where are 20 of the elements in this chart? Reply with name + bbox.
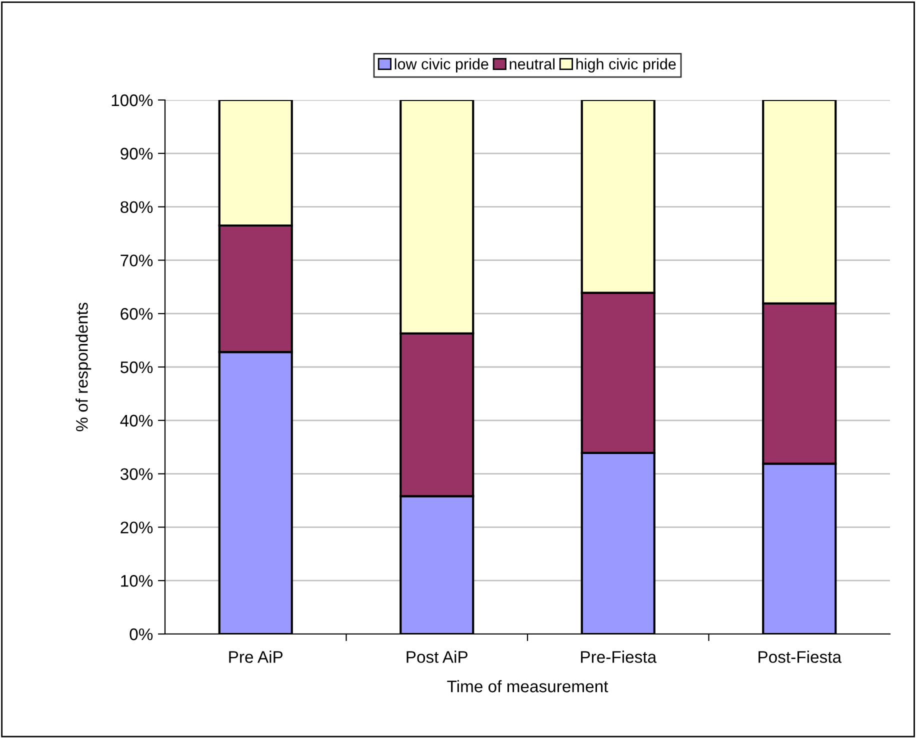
legend-label: low civic pride xyxy=(394,58,488,72)
x-tick-label: Pre AiP xyxy=(229,650,283,663)
x-tick-label: Post AiP xyxy=(406,650,468,663)
y-tick-label: 30% xyxy=(120,468,153,480)
y-tick-label: 80% xyxy=(120,201,153,214)
y-tick-label: 50% xyxy=(120,361,153,374)
legend-label: high civic pride xyxy=(576,58,676,72)
x-tick-label: Pre-Fiesta xyxy=(581,650,657,663)
x-tick-label: Post-Fiesta xyxy=(758,650,842,663)
y-tick-label: 0% xyxy=(130,628,153,640)
y-axis-title: % of respondents xyxy=(76,302,92,432)
x-axis-title: Time of measurement xyxy=(447,680,608,692)
y-tick-label: 40% xyxy=(120,414,153,427)
legend-label: neutral xyxy=(510,58,554,70)
y-tick-label: 100% xyxy=(112,94,153,106)
y-tick-label: 60% xyxy=(120,308,153,320)
y-tick-label: 90% xyxy=(120,148,153,160)
y-tick-label: 70% xyxy=(120,254,153,266)
y-tick-label: 10% xyxy=(121,575,153,587)
y-tick-label: 20% xyxy=(120,522,153,534)
